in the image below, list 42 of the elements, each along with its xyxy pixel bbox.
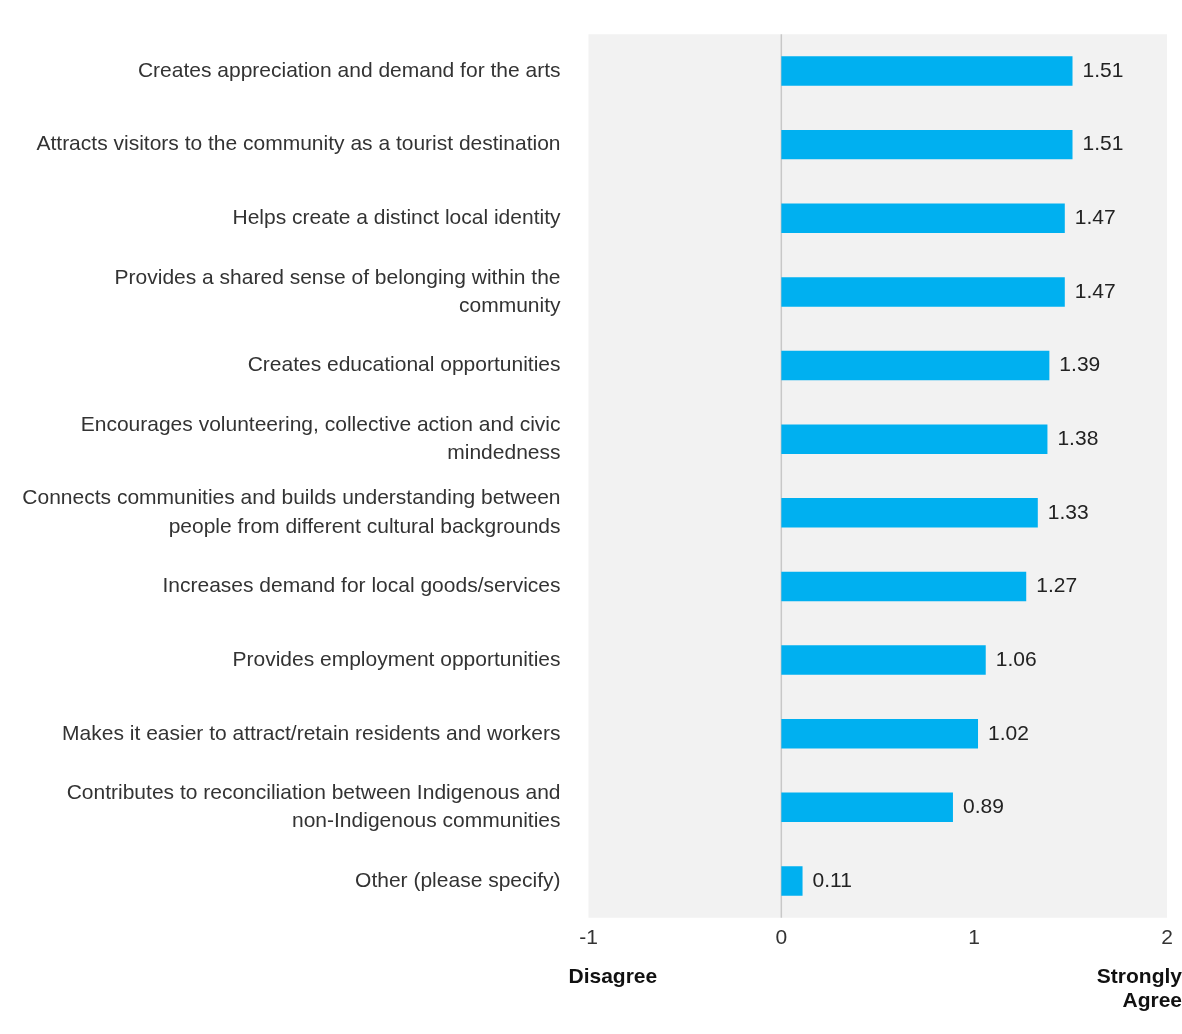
data-label: 1.39 <box>1059 352 1101 376</box>
bar <box>781 424 1048 454</box>
bar <box>781 571 1027 602</box>
y-tick-label: Encourages volunteering, collective action and civic mindedness <box>80 411 561 464</box>
bar <box>781 203 1065 233</box>
y-tick-label: Other (please specify) <box>355 867 561 891</box>
x-tick-label: 0 <box>775 925 788 949</box>
y-tick-label: Attracts visitors to the community as a tourist destination <box>36 131 561 155</box>
y-tick-label: Connects communities and builds understanding between people from different cultural backgrounds <box>22 485 561 537</box>
y-tick-label: Provides a shared sense of belonging within the community <box>114 264 561 316</box>
data-label: 1.06 <box>995 646 1037 670</box>
data-label: 1.47 <box>1074 205 1116 229</box>
data-label: 1.38 <box>1057 425 1099 449</box>
data-label: 1.51 <box>1082 131 1124 155</box>
bar <box>781 718 979 749</box>
x-tick-label: -1 <box>579 925 598 949</box>
data-label: 1.33 <box>1047 499 1089 523</box>
y-tick-label: Creates educational opportunities <box>247 352 561 376</box>
y-tick-label: Helps create a distinct local identity <box>232 205 561 229</box>
x-tick-label: 1 <box>968 925 981 949</box>
bar <box>781 645 986 675</box>
bar <box>781 277 1065 307</box>
y-tick-label: Provides employment opportunities <box>232 646 561 670</box>
text: Strongly Agree <box>1095 963 1182 1012</box>
y-tick-label: Increases demand for local goods/services <box>162 573 561 597</box>
bar <box>781 792 953 823</box>
bar <box>781 350 1050 381</box>
data-label: 0.11 <box>812 867 852 891</box>
y-tick-label: Creates appreciation and demand for the arts <box>137 57 561 81</box>
x-tick-label: 2 <box>1161 925 1173 949</box>
data-label: 1.27 <box>1036 573 1078 597</box>
y-tick-label: Makes it easier to attract/retain residents and workers <box>62 720 561 744</box>
data-label: 1.02 <box>988 720 1029 744</box>
bar <box>781 866 803 896</box>
y-tick-label: Contributes to reconciliation between Indigenous and non-Indigenous communities <box>66 779 561 832</box>
bar <box>781 498 1038 528</box>
data-label: 1.47 <box>1074 278 1116 302</box>
data-label: 1.51 <box>1082 57 1124 81</box>
bar <box>781 129 1073 160</box>
bar <box>781 56 1073 86</box>
data-label: 0.89 <box>962 794 1004 818</box>
text: Disagree <box>568 963 658 988</box>
